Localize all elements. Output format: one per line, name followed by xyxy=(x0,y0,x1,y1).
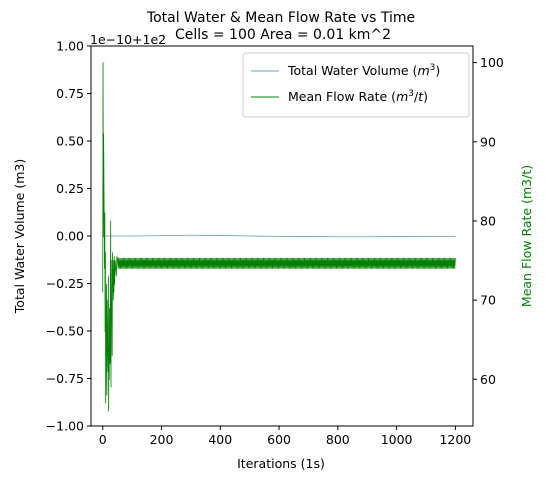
legend-label-mean-flow: Mean Flow Rate (m3/t) xyxy=(288,89,428,104)
left-offset-text: 1e−10+1e2 xyxy=(90,32,166,47)
x-tick-label: 0 xyxy=(99,432,107,447)
right-y-tick-label: 70 xyxy=(480,293,496,308)
right-y-tick-label: 90 xyxy=(480,134,496,149)
legend: Total Water Volume (m3) Mean Flow Rate (… xyxy=(242,52,470,118)
left-axis-label: Total Water Volume (m3) xyxy=(12,159,27,314)
left-y-tick-label: 0.00 xyxy=(56,229,84,244)
x-tick-label: 600 xyxy=(267,432,291,447)
chart-subtitle: Cells = 100 Area = 0.01 km^2 xyxy=(175,27,391,43)
right-y-tick-label: 80 xyxy=(480,213,496,228)
x-axis-label: Iterations (1s) xyxy=(237,456,325,471)
x-tick-label: 400 xyxy=(208,432,232,447)
right-y-tick-label: 100 xyxy=(480,55,504,70)
series-line-mean-flow xyxy=(102,62,456,412)
left-y-tick-label: −0.50 xyxy=(46,324,84,339)
x-tick-label: 800 xyxy=(326,432,350,447)
left-y-tick-label: −0.75 xyxy=(46,371,84,386)
right-y-tick-label: 60 xyxy=(480,372,496,387)
plot-area: 0 200 400 600 800 1000 1200 −1.00 −0.75 −0.50 −0.2… xyxy=(46,39,504,448)
series-line-total-water xyxy=(102,234,456,238)
left-y-tick-label: −1.00 xyxy=(46,419,84,434)
chart-title: Total Water & Mean Flow Rate vs Time xyxy=(146,10,415,26)
legend-box xyxy=(242,52,470,118)
right-axis-label: Mean Flow Rate (m3/t) xyxy=(519,165,534,307)
x-tick-label: 200 xyxy=(150,432,174,447)
x-tick-label: 1200 xyxy=(439,432,471,447)
left-y-tick-label: 0.50 xyxy=(56,134,84,149)
left-y-tick-label: 0.75 xyxy=(56,86,84,101)
left-y-tick-label: 1.00 xyxy=(56,39,84,54)
left-y-tick-label: −0.25 xyxy=(46,276,84,291)
left-y-tick-label: 0.25 xyxy=(56,181,84,196)
x-tick-label: 1000 xyxy=(381,432,413,447)
legend-label-total-water: Total Water Volume (m3) xyxy=(287,63,440,78)
